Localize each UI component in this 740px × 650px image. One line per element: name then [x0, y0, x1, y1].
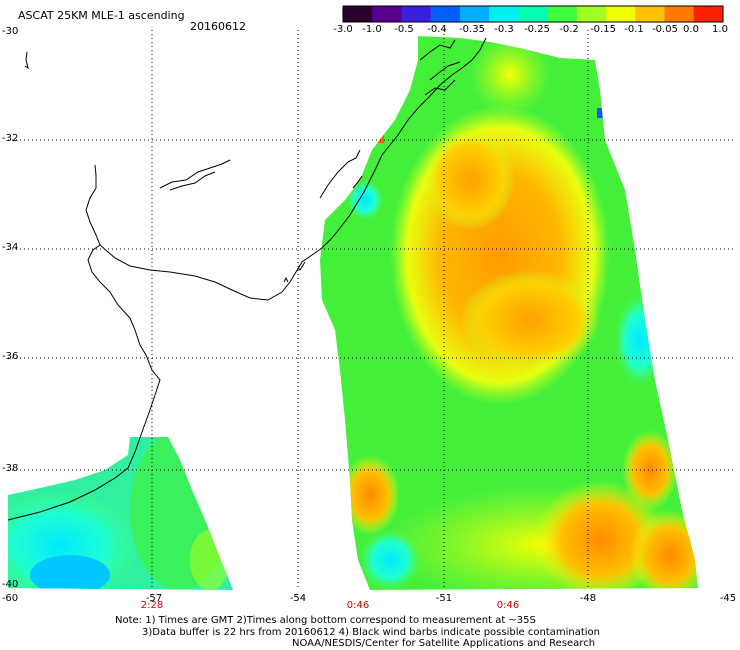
- colorbar-frame: [342, 5, 724, 23]
- colorbar-label: -0.1: [624, 24, 644, 35]
- map-date: 20160612: [190, 20, 246, 33]
- colorbar-label: -1.0: [362, 24, 382, 35]
- lat-label: -40: [2, 579, 19, 590]
- colorbar-swatch: [401, 6, 432, 22]
- colorbar-label: -0.35: [459, 24, 485, 35]
- note-line-2: 3)Data buffer is 22 hrs from 20160612 4)…: [142, 627, 600, 638]
- lat-label: -34: [2, 242, 19, 253]
- lat-label: -36: [2, 351, 19, 362]
- map-title: ASCAT 25KM MLE-1 ascending: [18, 9, 185, 22]
- colorbar-label: -0.3: [494, 24, 514, 35]
- colorbar-label: -0.15: [590, 24, 616, 35]
- lat-label: -30: [2, 26, 19, 37]
- colorbar-swatch: [343, 6, 373, 22]
- colorbar-swatch: [459, 6, 490, 22]
- coastline: [7, 37, 487, 521]
- time-label: 0:46: [346, 600, 370, 611]
- time-label: 2:28: [140, 600, 164, 611]
- colorbar-swatch: [693, 6, 724, 22]
- colorbar-swatch: [606, 6, 636, 22]
- colorbar-label: -3.0: [333, 24, 353, 35]
- colorbar-swatch: [372, 6, 402, 22]
- colorbar-label: -0.4: [427, 24, 447, 35]
- note-line-3: NOAA/NESDIS/Center for Satellite Applica…: [292, 638, 596, 649]
- colorbar-label: 0.0: [683, 24, 699, 35]
- colorbar-swatch: [430, 6, 461, 22]
- colorbar-swatch: [489, 6, 519, 22]
- colorbar-label: -0.5: [394, 24, 414, 35]
- colorbar-swatch: [547, 6, 578, 22]
- colorbar-label: -0.2: [559, 24, 579, 35]
- colorbar-label: -0.05: [652, 24, 678, 35]
- colorbar-swatch: [576, 6, 607, 22]
- east-swath-data: [320, 36, 698, 590]
- note-line-1: Note: 1) Times are GMT 2)Times along bot…: [115, 615, 536, 626]
- colorbar-swatch: [518, 6, 549, 22]
- west-swath-data: [8, 437, 233, 590]
- colorbar-label: -0.25: [524, 24, 550, 35]
- colorbar-swatch: [664, 6, 695, 22]
- graticule: [8, 30, 735, 590]
- time-label: 0:46: [496, 600, 520, 611]
- lat-label: -38: [2, 463, 19, 474]
- lon-label: -48: [579, 593, 597, 604]
- colorbar-swatch: [635, 6, 666, 22]
- lon-label: -51: [435, 593, 453, 604]
- colorbar: [342, 5, 724, 23]
- lat-label: -32: [2, 133, 19, 144]
- lon-label: -57: [145, 593, 163, 604]
- colorbar-label: 1.0: [712, 24, 728, 35]
- lon-label: -45: [719, 593, 737, 604]
- lon-label: -60: [1, 593, 19, 604]
- lon-label: -54: [289, 593, 307, 604]
